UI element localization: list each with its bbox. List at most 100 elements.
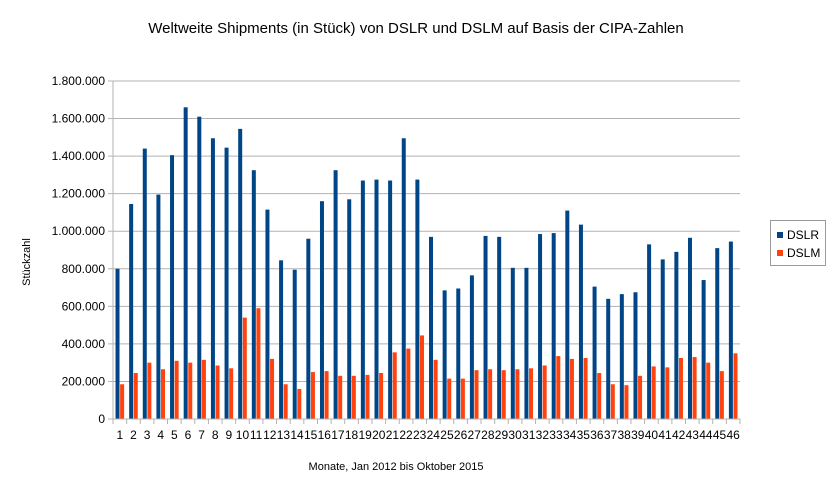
bar-dslm-36	[597, 372, 602, 419]
x-tick-label: 25	[440, 428, 454, 442]
bar-dslm-8	[215, 365, 220, 419]
bar-dslm-19	[365, 374, 370, 419]
x-tick-label: 39	[631, 428, 645, 442]
bar-dslr-8	[210, 138, 215, 419]
bar-dslm-27	[474, 370, 479, 419]
bar-dslr-31	[524, 267, 529, 419]
x-tick-label: 19	[358, 428, 372, 442]
bar-dslm-9	[229, 368, 234, 419]
x-tick-label: 17	[331, 428, 345, 442]
legend-label-dslr: DSLR	[787, 228, 820, 242]
x-tick-label: 33	[549, 428, 563, 442]
bar-dslm-38	[624, 385, 629, 419]
bar-dslm-24	[433, 359, 438, 419]
bar-dslm-42	[678, 357, 683, 419]
x-tick-label: 3	[144, 428, 151, 442]
bar-dslr-13	[279, 260, 284, 419]
bar-dslr-25	[442, 290, 447, 419]
bar-dslr-9	[224, 147, 229, 419]
chart-title: Weltweite Shipments (in Stück) von DSLR …	[148, 20, 684, 37]
x-tick-label: 34	[563, 428, 577, 442]
bar-dslm-25	[447, 378, 452, 419]
bar-dslm-16	[324, 371, 329, 419]
bar-dslr-23	[415, 179, 420, 419]
bar-dslm-30	[515, 369, 520, 419]
y-tick-label: 200.000	[62, 374, 106, 388]
x-tick-label: 32	[536, 428, 550, 442]
x-tick-label: 15	[304, 428, 318, 442]
bar-dslr-15	[306, 238, 311, 419]
bar-dslm-10	[242, 317, 247, 419]
bar-dslr-16	[319, 201, 324, 419]
bar-dslr-34	[565, 210, 570, 419]
bar-dslm-28	[488, 369, 493, 419]
bar-dslm-2	[133, 372, 138, 419]
bar-dslm-29	[501, 370, 506, 419]
bar-dslr-39	[633, 292, 638, 419]
x-tick-label: 36	[590, 428, 604, 442]
legend-swatch-dslr	[777, 232, 783, 238]
bar-dslr-37	[606, 298, 611, 419]
x-tick-label: 6	[185, 428, 192, 442]
x-tick-label: 4	[157, 428, 164, 442]
bar-dslm-40	[651, 366, 656, 419]
bar-dslr-11	[251, 170, 256, 419]
x-tick-label: 22	[399, 428, 413, 442]
y-tick-label: 1.600.000	[52, 112, 106, 126]
x-tick-label: 2	[130, 428, 137, 442]
x-tick-label: 45	[713, 428, 727, 442]
bar-dslr-43	[687, 237, 692, 419]
bar-dslr-18	[347, 199, 352, 419]
x-tick-label: 38	[617, 428, 631, 442]
bar-dslm-1	[120, 384, 125, 419]
bar-dslm-17	[338, 375, 343, 419]
bar-dslm-15	[310, 372, 315, 419]
bar-dslm-34	[569, 358, 574, 419]
bar-dslr-27	[469, 275, 474, 419]
x-tick-label: 24	[427, 428, 441, 442]
bar-dslm-7	[201, 359, 206, 419]
bar-dslm-33	[556, 356, 561, 419]
legend-label-dslm: DSLM	[787, 246, 821, 260]
bar-dslr-42	[674, 251, 679, 419]
bar-dslr-2	[129, 203, 134, 419]
bar-dslr-21	[388, 180, 393, 419]
bar-dslm-23	[419, 335, 424, 419]
bar-dslr-35	[578, 224, 583, 419]
x-tick-label: 7	[198, 428, 205, 442]
x-tick-label: 30	[508, 428, 522, 442]
x-tick-label: 10	[236, 428, 250, 442]
y-axis-label: Stückzahl	[21, 238, 33, 286]
y-tick-label: 800.000	[62, 262, 106, 276]
x-tick-label: 29	[495, 428, 509, 442]
bar-dslm-35	[583, 357, 588, 419]
y-tick-label: 600.000	[62, 299, 106, 313]
bar-dslm-43	[692, 357, 697, 419]
bar-dslm-46	[733, 353, 738, 419]
y-tick-label: 1.200.000	[52, 187, 106, 201]
bar-dslm-14	[297, 388, 302, 419]
x-tick-label: 14	[290, 428, 304, 442]
bar-dslr-40	[647, 244, 652, 419]
bar-dslr-5	[170, 155, 175, 419]
bar-dslr-10	[238, 128, 243, 419]
x-tick-label: 16	[318, 428, 332, 442]
x-tick-label: 40	[645, 428, 659, 442]
y-tick-label: 1.400.000	[52, 149, 106, 163]
bar-dslr-36	[592, 286, 597, 419]
x-tick-label: 9	[226, 428, 233, 442]
bar-dslr-33	[551, 233, 556, 419]
bar-dslr-12	[265, 209, 270, 419]
bar-dslr-44	[701, 280, 706, 419]
bar-dslm-4	[161, 369, 166, 419]
bar-dslm-39	[638, 375, 643, 419]
bar-dslr-41	[660, 259, 665, 419]
x-tick-label: 5	[171, 428, 178, 442]
bar-dslr-6	[183, 107, 188, 420]
legend: DSLR DSLM	[770, 220, 826, 266]
bar-dslr-45	[715, 248, 720, 419]
bar-dslm-20	[379, 372, 384, 419]
bar-dslm-3	[147, 362, 152, 419]
